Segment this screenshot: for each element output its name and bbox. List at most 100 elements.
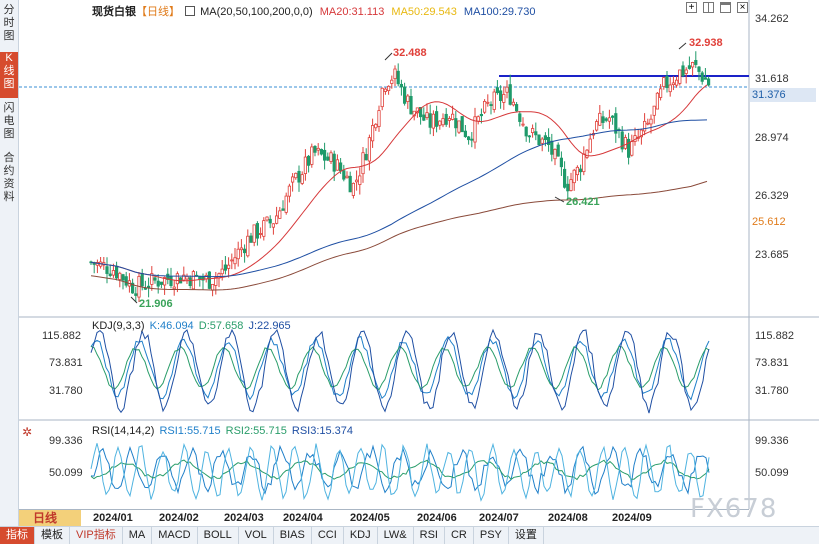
candle-body: [703, 77, 708, 80]
period-label: 【日线】: [136, 6, 180, 18]
tab-cr[interactable]: CR: [445, 527, 474, 544]
candle-body: [534, 131, 538, 136]
period-tag[interactable]: 日线: [19, 510, 81, 526]
tab-kdj[interactable]: KDJ: [344, 527, 378, 544]
candle-body: [383, 88, 388, 92]
tab-psy[interactable]: PSY: [474, 527, 509, 544]
kdj-k-line: [90, 335, 710, 401]
checkbox-icon[interactable]: [185, 6, 196, 16]
candle-body: [265, 216, 269, 221]
time-axis-label: 2024/04: [283, 512, 323, 524]
candle-body: [246, 235, 250, 257]
tab-tick[interactable]: 闪电图: [3, 102, 15, 140]
ma-config: MA(20,50,100,200,0,0): [200, 6, 313, 18]
candle-body: [393, 68, 397, 80]
tab-kline[interactable]: K线图: [0, 52, 18, 98]
low-start-annotation: 21.906: [139, 298, 173, 310]
candle-body: [252, 224, 256, 243]
candle-body: [438, 120, 442, 126]
candle-body: [547, 136, 551, 145]
candle-body: [329, 152, 333, 162]
low-mid-annotation: 26.421: [566, 196, 600, 208]
candle-body: [124, 276, 128, 286]
rsi-title: RSI(14,14,2): [92, 425, 155, 437]
candle-body: [236, 248, 240, 260]
side-tab-bar: 分时图 K线图 闪电图 合约资料: [0, 0, 19, 526]
candle-body: [582, 153, 586, 173]
tab-lwr[interactable]: LW&: [378, 527, 414, 544]
candle-body: [511, 101, 516, 106]
candle-body: [514, 104, 519, 112]
candle-body: [655, 92, 660, 110]
close-icon[interactable]: ×: [737, 2, 748, 13]
kdj-left-axis-label: 73.831: [49, 357, 83, 369]
candle-body: [502, 94, 506, 103]
candle-body: [678, 69, 682, 84]
tab-ma[interactable]: MA: [123, 527, 153, 544]
candle-body: [649, 118, 653, 125]
candle-body: [684, 69, 688, 74]
candle-body: [454, 118, 458, 129]
low-start-marker: [130, 296, 138, 304]
candle-body: [614, 113, 618, 134]
candle-body: [518, 113, 522, 122]
indicator-toolbar: 指标 模板 VIP指标 MA MACD BOLL VOL BIAS CCI KD…: [0, 526, 819, 544]
candle-body: [111, 270, 115, 276]
rsi2-value: RSI2:55.715: [225, 425, 287, 437]
ma100-line: [90, 119, 708, 278]
tab-settings[interactable]: 设置: [509, 527, 544, 544]
tab-rsi[interactable]: RSI: [414, 527, 445, 544]
price-axis-label: 31.618: [755, 73, 789, 85]
candle-body: [652, 105, 656, 116]
tab-macd[interactable]: MACD: [152, 527, 198, 544]
candle-body: [662, 77, 666, 87]
candle-body: [303, 156, 308, 174]
candle-body: [498, 90, 503, 101]
kdj-j-line: [90, 328, 710, 414]
tab-vip-indicators[interactable]: VIP指标: [70, 527, 123, 544]
candle-body: [700, 72, 704, 82]
tab-timeshare[interactable]: 分时图: [3, 4, 15, 42]
high2-annotation: 32.938: [689, 37, 723, 49]
tab-indicators[interactable]: 指标: [0, 527, 35, 544]
candle-body: [396, 70, 400, 85]
candle-body: [146, 285, 151, 289]
candle-body: [601, 116, 605, 123]
tab-boll[interactable]: BOLL: [198, 527, 239, 544]
candle-body: [611, 115, 615, 118]
candle-body: [258, 233, 263, 235]
tab-bias[interactable]: BIAS: [274, 527, 312, 544]
candle-body: [399, 83, 404, 88]
candle-body: [563, 168, 567, 188]
candle-body: [108, 273, 112, 276]
candle-body: [361, 152, 365, 175]
candle-body: [364, 154, 368, 161]
kdj-title: KDJ(9,3,3): [92, 320, 145, 332]
ma20-line: [90, 84, 708, 282]
plus-icon[interactable]: +: [686, 2, 697, 13]
candle-body: [172, 286, 176, 290]
tab-template[interactable]: 模板: [35, 527, 70, 544]
candle-body: [182, 274, 186, 281]
candle-body: [380, 87, 384, 108]
candle-body: [185, 276, 189, 280]
candle-body: [131, 282, 135, 294]
kdj-axis-label: 73.831: [755, 357, 789, 369]
candle-body: [575, 166, 580, 176]
tab-vol[interactable]: VOL: [239, 527, 274, 544]
candle-body: [543, 135, 548, 141]
grid-icon[interactable]: [703, 2, 714, 13]
candle-body: [585, 149, 589, 158]
tab-cci[interactable]: CCI: [312, 527, 344, 544]
high1-marker: [384, 52, 393, 61]
candle-body: [390, 79, 394, 84]
chart-canvas[interactable]: [19, 0, 819, 509]
window-icon[interactable]: [720, 2, 731, 13]
candle-body: [659, 88, 663, 98]
gear-icon[interactable]: ✲: [22, 425, 33, 439]
candle-body: [143, 287, 147, 290]
candle-body: [492, 91, 496, 110]
price-axis-label: 34.262: [755, 13, 789, 25]
tab-contract-info[interactable]: 合约资料: [3, 152, 15, 203]
